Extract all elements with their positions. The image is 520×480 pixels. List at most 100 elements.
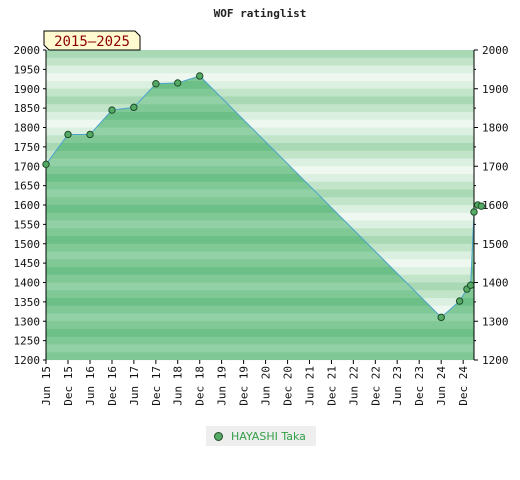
right-y-tick-label: 2000 [482, 44, 509, 57]
right-y-tick-label: 1400 [482, 277, 509, 290]
y-tick-label: 1850 [14, 102, 41, 115]
area-band [46, 282, 474, 291]
x-tick-label: Jun 17 [128, 366, 141, 406]
right-y-tick-label: 1500 [482, 238, 509, 251]
background-band [46, 57, 474, 66]
area-band [46, 298, 474, 307]
area-band [46, 197, 474, 206]
legend: HAYASHI Taka [206, 426, 316, 446]
area-band [46, 205, 474, 214]
right-y-tick-label: 1300 [482, 315, 509, 328]
background-band [46, 112, 474, 121]
y-tick-label: 1450 [14, 257, 41, 270]
data-point [174, 79, 182, 87]
x-tick-label: Dec 21 [325, 366, 338, 406]
area-band [46, 352, 474, 361]
x-tick-label: Dec 19 [238, 366, 251, 406]
y-tick-label: 1500 [14, 238, 41, 251]
y-tick-label: 1650 [14, 180, 41, 193]
y-tick-label: 1250 [14, 335, 41, 348]
area-band [46, 313, 474, 322]
y-tick-label: 1900 [14, 83, 41, 96]
x-tick-label: Jun 23 [391, 366, 404, 406]
background-band [46, 81, 474, 90]
y-tick-label: 1400 [14, 277, 41, 290]
right-y-tick-label: 1200 [482, 354, 509, 367]
period-badge: 2015–2025 [43, 30, 141, 51]
area-band [46, 228, 474, 237]
background-band [46, 96, 474, 105]
x-tick-label: Dec 24 [457, 366, 470, 406]
y-tick-label: 1600 [14, 199, 41, 212]
data-point [196, 72, 204, 80]
y-tick-label: 1200 [14, 354, 41, 367]
x-tick-label: Dec 17 [150, 366, 163, 406]
y-tick-label: 1350 [14, 296, 41, 309]
area-band [46, 212, 474, 221]
background-band [46, 65, 474, 74]
area-band [46, 143, 474, 152]
y-tick-label: 1950 [14, 63, 41, 76]
y-tick-label: 1300 [14, 315, 41, 328]
y-tick-label: 1800 [14, 122, 41, 135]
x-tick-label: Jun 20 [260, 366, 273, 406]
x-tick-label: Dec 16 [106, 366, 119, 406]
axes: 1200 1250 1300 1350 1400 1450 1500 1550 1600 1650… [14, 44, 509, 406]
period-badge-text: 2015–2025 [54, 34, 130, 50]
x-tick-label: Jun 18 [172, 366, 185, 406]
area-band [46, 158, 474, 167]
area-band [46, 274, 474, 283]
area-band [46, 236, 474, 245]
x-tick-label: Dec 22 [369, 366, 382, 406]
data-point [130, 103, 138, 112]
data-point [42, 160, 50, 169]
data-point [86, 130, 94, 139]
area-band [46, 329, 474, 338]
chart-title: WOF ratinglist [214, 7, 307, 20]
data-point [455, 297, 464, 305]
x-tick-label: Jun 24 [435, 366, 448, 406]
area-band [46, 181, 474, 190]
area-band [46, 251, 474, 260]
area-band [46, 321, 474, 330]
area-band [46, 166, 474, 175]
data-points [42, 72, 486, 322]
area-band [46, 243, 474, 252]
legend-marker [214, 431, 223, 441]
x-tick-label: Dec 15 [62, 366, 75, 406]
x-tick-label: Jun 19 [216, 366, 229, 406]
y-tick-label: 1750 [14, 141, 41, 154]
x-tick-label: Dec 23 [413, 366, 426, 406]
data-point [108, 106, 116, 114]
y-tick-label: 1550 [14, 218, 41, 231]
data-point [470, 208, 478, 216]
area-band [46, 344, 474, 353]
area-band [46, 267, 474, 276]
x-tick-label: Dec 18 [194, 366, 207, 406]
x-tick-label: Jun 21 [303, 366, 316, 406]
background-band [46, 104, 474, 113]
area-band [46, 305, 474, 314]
area-band [46, 220, 474, 229]
background-band [46, 127, 474, 136]
area-band [46, 150, 474, 159]
area-band [46, 336, 474, 345]
right-y-tick-label: 1700 [482, 160, 509, 173]
background-band [46, 73, 474, 82]
area-band [46, 135, 474, 144]
data-point [477, 202, 486, 210]
background-band [46, 119, 474, 128]
background-band [46, 88, 474, 97]
x-tick-label: Jun 16 [84, 366, 97, 406]
area-band [46, 259, 474, 268]
area-band [46, 189, 474, 198]
data-point [152, 80, 160, 88]
area-band [46, 290, 474, 299]
legend-series-label: HAYASHI Taka [231, 429, 306, 443]
x-tick-label: Dec 20 [282, 366, 295, 406]
right-y-tick-label: 1900 [482, 83, 509, 96]
background-band [46, 50, 474, 59]
x-tick-label: Jun 15 [40, 366, 53, 406]
data-point [466, 281, 475, 289]
